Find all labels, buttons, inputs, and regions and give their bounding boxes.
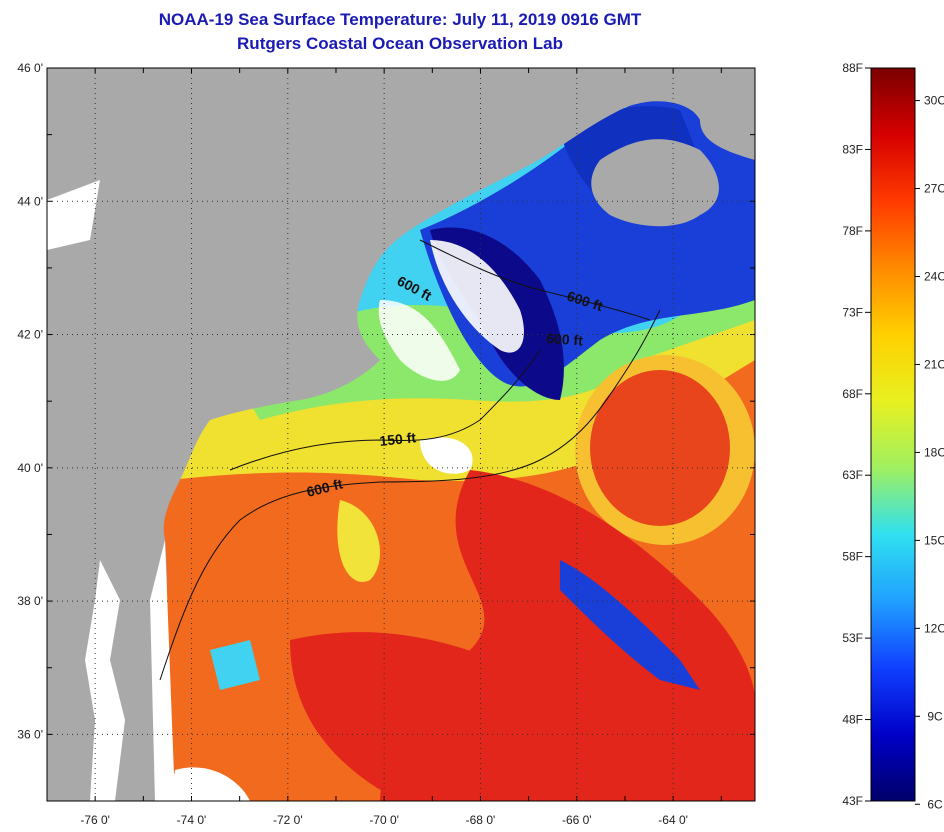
fahrenheit-scale: 88F 83F 78F 73F 68F 63F 58F 53F 48F 43F bbox=[842, 61, 871, 808]
f-tick-label: 78F bbox=[842, 224, 863, 238]
lon-label: -68 0' bbox=[466, 813, 496, 827]
lon-label: -70 0' bbox=[369, 813, 399, 827]
f-tick-label: 68F bbox=[842, 387, 863, 401]
map-frame bbox=[46, 67, 756, 802]
f-tick-label: 53F bbox=[842, 631, 863, 645]
f-tick-label: 88F bbox=[842, 61, 863, 75]
cloud-patch-south bbox=[170, 767, 250, 801]
cyan-patch-south bbox=[210, 640, 260, 690]
c-tick-label: 12C bbox=[924, 621, 944, 635]
lake-ontario bbox=[47, 180, 100, 250]
contour-150ft-line bbox=[229, 349, 541, 471]
lat-label: 46 0' bbox=[17, 61, 43, 75]
land-region bbox=[47, 68, 755, 801]
coastal-strip bbox=[150, 540, 175, 801]
f-tick-label: 48F bbox=[842, 713, 863, 727]
colorbar-gradient bbox=[870, 67, 916, 802]
lat-label: 42 0' bbox=[17, 328, 43, 342]
contour-label-150ft: 150 ft bbox=[379, 429, 417, 449]
contour-label-georges-b: 600 ft bbox=[546, 330, 584, 349]
c-tick-label: 24C bbox=[924, 269, 944, 283]
contour-600ft-line bbox=[159, 309, 661, 681]
longitude-labels: -76 0' -74 0' -72 0' -70 0' -68 0' -66 0' -64 … bbox=[80, 813, 688, 827]
lon-label: -72 0' bbox=[273, 813, 303, 827]
cloud-patch-gulf bbox=[430, 240, 524, 353]
lat-label: 36 0' bbox=[17, 727, 43, 741]
warm-eddy-core bbox=[590, 370, 730, 526]
c-tick-label: 9C bbox=[927, 709, 943, 723]
lon-label: -74 0' bbox=[177, 813, 207, 827]
cloud-patch-shelf bbox=[420, 437, 473, 474]
c-tick-label: 6C bbox=[927, 797, 943, 811]
latitude-labels: 46 0' 44 0' 42 0' 40 0' 38 0' 36 0' bbox=[17, 61, 43, 741]
lon-label: -76 0' bbox=[80, 813, 110, 827]
f-tick-label: 63F bbox=[842, 468, 863, 482]
chart-subtitle: Rutgers Coastal Ocean Observation Lab bbox=[237, 34, 563, 53]
map-image bbox=[47, 68, 755, 801]
lat-label: 40 0' bbox=[17, 461, 43, 475]
lat-label: 44 0' bbox=[17, 194, 43, 208]
lon-label: -64 0' bbox=[658, 813, 688, 827]
lat-label: 38 0' bbox=[17, 594, 43, 608]
c-tick-label: 21C bbox=[924, 357, 944, 371]
cloud-patch-cape bbox=[378, 300, 460, 381]
lon-label: -66 0' bbox=[562, 813, 592, 827]
c-tick-label: 27C bbox=[924, 182, 944, 196]
chart-title: NOAA-19 Sea Surface Temperature: July 11… bbox=[158, 10, 642, 29]
nova-scotia-land bbox=[591, 139, 719, 227]
yellow-filament bbox=[337, 500, 380, 582]
cold-streak-region bbox=[560, 560, 700, 690]
c-tick-label: 18C bbox=[924, 445, 944, 459]
c-tick-label: 30C bbox=[924, 94, 944, 108]
contour-gulf-line bbox=[419, 239, 651, 321]
f-tick-label: 73F bbox=[842, 305, 863, 319]
celsius-scale: 30C 27C 24C 21C 18C 15C 12C 9C 6C bbox=[915, 94, 944, 811]
c-tick-label: 15C bbox=[924, 533, 944, 547]
chesapeake-bay bbox=[85, 560, 125, 801]
f-tick-label: 83F bbox=[842, 142, 863, 156]
southern-hot-region bbox=[290, 632, 680, 801]
f-tick-label: 43F bbox=[842, 794, 863, 808]
f-tick-label: 58F bbox=[842, 550, 863, 564]
